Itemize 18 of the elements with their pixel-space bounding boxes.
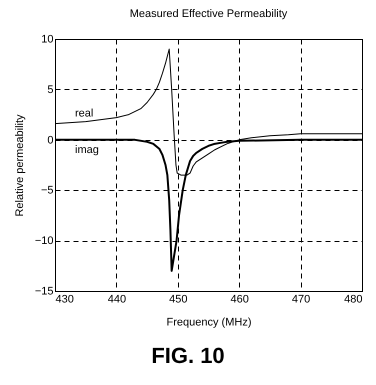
- series-label: real: [75, 108, 94, 120]
- y-tick-label: −5: [40, 184, 54, 197]
- y-tick-label: −15: [34, 286, 54, 298]
- x-tick-label: 450: [169, 294, 188, 306]
- y-tick-label: 10: [41, 34, 54, 46]
- y-axis-title: Relative permeability: [14, 114, 26, 217]
- x-tick-label: 470: [292, 294, 310, 306]
- y-tick-label: 0: [47, 134, 54, 146]
- x-tick-label: 430: [56, 294, 74, 306]
- y-tick-label: 5: [47, 84, 54, 96]
- x-axis-title: Frequency (MHz): [166, 316, 252, 328]
- chart-title: Measured Effective Permeability: [130, 8, 288, 20]
- y-tick-label: −10: [34, 235, 54, 248]
- x-tick-label: 440: [108, 294, 126, 306]
- x-tick-label: 460: [230, 294, 249, 306]
- x-tick-label: 480: [344, 294, 362, 306]
- series-label: imag: [75, 144, 99, 156]
- caption: FIG. 10: [150, 343, 226, 369]
